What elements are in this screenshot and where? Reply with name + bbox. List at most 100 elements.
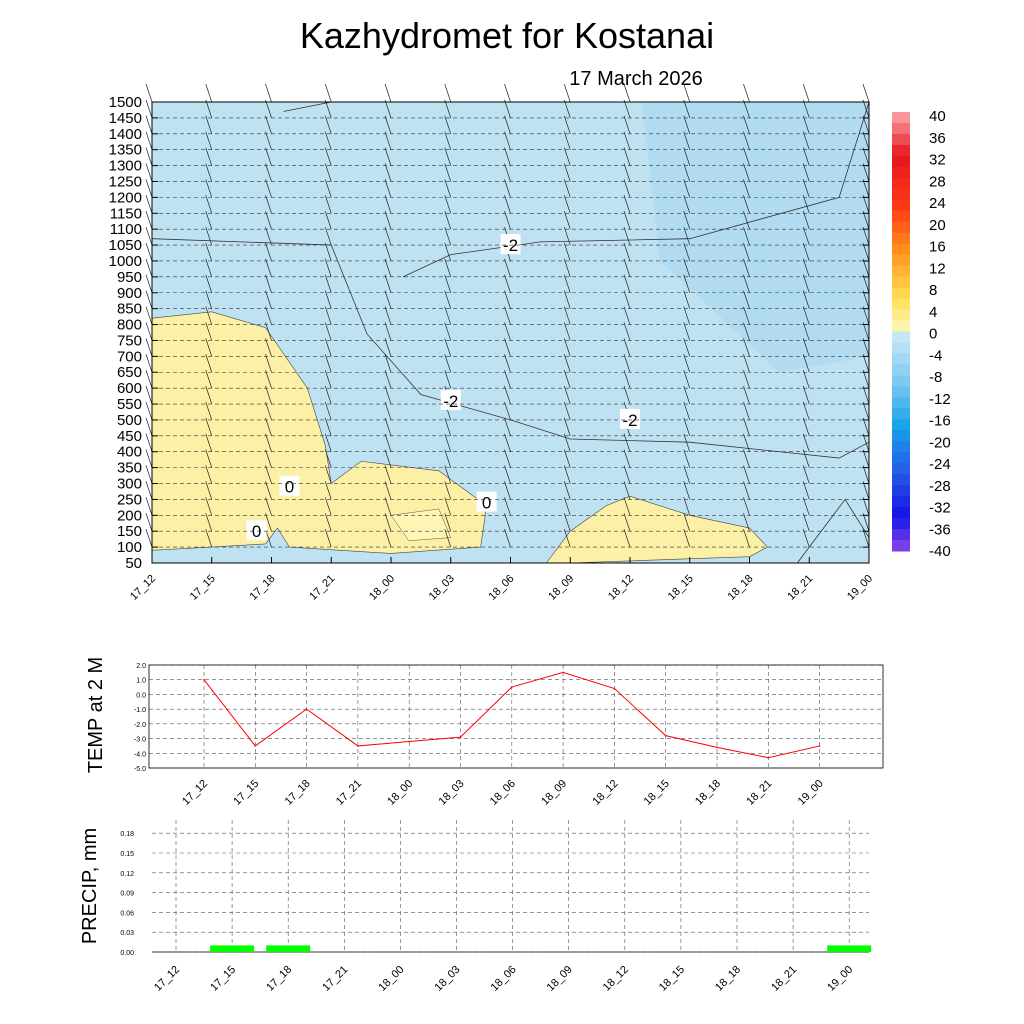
precip-bar	[266, 945, 311, 952]
wind-barb	[862, 226, 870, 246]
wind-barb	[205, 354, 213, 373]
wind-barb	[683, 290, 691, 309]
temp-2m-chart: 2.0 1.0 0.0 -1.0 -2.0 -3.0 -4.0 -5.0 17_12 17_15 1…	[134, 663, 884, 808]
wind-barb	[265, 274, 272, 293]
wind-barb	[563, 99, 571, 119]
y-tick-label: 450	[117, 428, 142, 445]
x-tick-label: 17_18	[248, 573, 278, 603]
wind-barb	[504, 433, 511, 452]
wind-barb	[145, 258, 153, 277]
wind-barb	[504, 179, 511, 198]
x-tick-label: 18_15	[666, 573, 696, 603]
colorbar-label: 8	[929, 282, 937, 299]
wind-barb	[743, 131, 750, 150]
wind-barb	[683, 338, 691, 357]
wind-barb	[862, 338, 870, 357]
wind-barb	[683, 211, 691, 230]
y-tick-label: 250	[117, 491, 142, 508]
y-tick-label: -3.0	[134, 737, 146, 744]
x-tick-label: 18_15	[642, 778, 672, 808]
wind-barb	[802, 195, 810, 214]
wind-barb	[862, 258, 870, 277]
colorbar-label: 0	[929, 326, 937, 343]
colorbar-segment	[892, 320, 910, 332]
wind-barb	[324, 401, 332, 421]
x-tick-label: 18_18	[693, 778, 723, 808]
contour-line	[402, 101, 870, 278]
wind-barb	[205, 179, 213, 198]
wind-barb	[802, 115, 810, 134]
temp-point	[305, 708, 308, 710]
wind-barb	[563, 195, 571, 214]
wind-barb	[504, 497, 511, 516]
cold-region-deep	[641, 102, 869, 373]
wind-barb	[444, 274, 452, 293]
wind-barb	[265, 242, 272, 262]
wind-barb	[563, 226, 571, 246]
wind-barb	[623, 242, 631, 262]
wind-barb	[384, 354, 392, 373]
wind-barb	[563, 338, 571, 357]
wind-barb	[504, 417, 511, 436]
wind-barb	[504, 211, 511, 230]
wind-barb	[623, 258, 631, 277]
wind-barb	[324, 115, 332, 134]
wind-barb	[504, 83, 511, 103]
wind-barb	[444, 131, 452, 150]
wind-barb	[862, 211, 870, 230]
wind-barb	[683, 163, 691, 182]
y-tick-label: 150	[117, 523, 142, 540]
colorbar-segment	[892, 518, 910, 530]
y-tick-label: 100	[117, 539, 142, 556]
colorbar-label: -12	[929, 391, 951, 408]
wind-barb	[862, 528, 870, 548]
wind-barb	[563, 354, 571, 373]
precip-bar	[210, 945, 255, 952]
colorbar-segment	[892, 133, 910, 146]
wind-barb	[623, 433, 631, 452]
wind-barb	[384, 465, 392, 484]
colorbar-label: -28	[929, 478, 951, 495]
wind-barb	[444, 290, 452, 309]
y-tick-label: 1250	[109, 173, 142, 190]
wind-barb	[563, 131, 571, 150]
wind-barb	[683, 354, 691, 373]
wind-barb	[504, 465, 511, 484]
wind-barb	[504, 338, 511, 357]
wind-barb	[384, 99, 392, 119]
wind-barb	[265, 195, 272, 214]
colorbar-segment	[892, 199, 910, 212]
wind-barb	[743, 370, 750, 389]
colorbar-segment	[892, 254, 910, 267]
wind-barb	[743, 195, 750, 214]
wind-barb	[205, 306, 213, 325]
wind-barb	[444, 338, 452, 357]
wind-barb	[444, 195, 452, 214]
y-tick-label: 0.03	[120, 930, 134, 937]
wind-barb	[145, 242, 153, 262]
wind-barb	[324, 497, 332, 516]
colorbar-label: -32	[929, 500, 951, 517]
colorbar-segment	[892, 496, 910, 508]
wind-barb	[145, 465, 153, 484]
wind-barb	[862, 195, 870, 214]
wind-barb	[743, 401, 750, 421]
wind-barb	[444, 258, 452, 277]
wind-barb	[324, 179, 332, 198]
y-tick-label: 550	[117, 396, 142, 413]
wind-barb	[862, 115, 870, 134]
colorbar-segment	[892, 287, 910, 300]
wind-barb	[743, 163, 750, 182]
x-tick-label: 18_06	[489, 964, 519, 994]
wind-barb	[205, 433, 213, 452]
wind-barb	[384, 163, 392, 182]
colorbar-segment	[892, 188, 910, 201]
wind-barb	[802, 354, 810, 373]
wind-barb	[743, 242, 750, 262]
wind-barb	[324, 290, 332, 309]
wind-barb	[265, 83, 272, 103]
x-tick-label: 17_15	[208, 964, 238, 994]
wind-barb	[504, 354, 511, 373]
wind-barb	[862, 83, 870, 103]
